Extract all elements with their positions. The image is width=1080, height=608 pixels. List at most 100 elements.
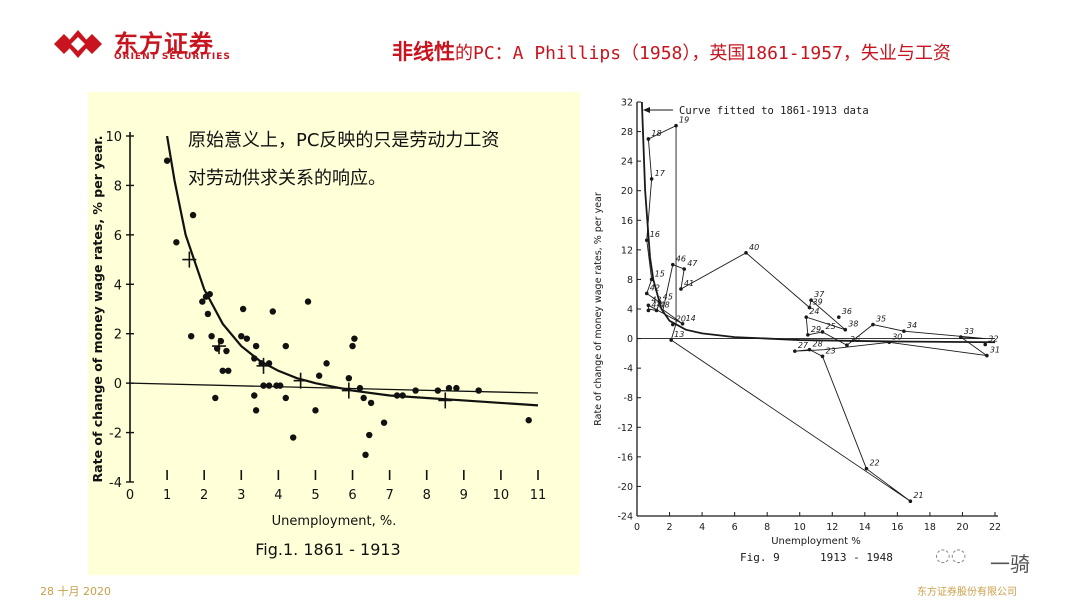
fig9-year-label: 16 xyxy=(650,230,660,239)
fig1-data-point xyxy=(399,392,406,399)
fig9-year-point xyxy=(902,329,906,333)
fig9-x-tick-label: 18 xyxy=(924,522,936,533)
fig9-year-label: 26 xyxy=(850,335,860,344)
fig9-year-point xyxy=(744,251,748,255)
fig9-year-label: 27 xyxy=(798,341,809,350)
fig9-y-tick-label: 24 xyxy=(621,157,633,168)
fig1-data-point xyxy=(356,384,364,392)
fig1-zero-line xyxy=(129,382,539,394)
fig9-year-label: 34 xyxy=(907,321,917,330)
fig9-year-point xyxy=(843,327,848,332)
fig9-year-point xyxy=(679,287,683,291)
fig9-year-label: 45 xyxy=(663,292,673,301)
fig1-data-point xyxy=(265,382,273,389)
fig9-year-point xyxy=(887,340,892,345)
brand-name-cn: 东方证券 xyxy=(114,30,214,58)
fig1-y-tick-label: 4 xyxy=(114,278,122,293)
fig9-year-point xyxy=(959,335,963,339)
fig9-year-label: 37 xyxy=(814,290,825,299)
fig1-average-cross xyxy=(256,357,271,374)
fig1-data-point xyxy=(453,384,460,392)
fig1-x-tick-label: 10 xyxy=(493,488,510,503)
fig9-caption-label: Fig. 9 xyxy=(740,551,780,564)
fig1-data-point xyxy=(173,239,180,246)
fig1-data-point xyxy=(265,360,273,367)
fig1-data-point xyxy=(345,375,353,382)
fig1-data-point xyxy=(366,431,373,439)
fig1-data-point xyxy=(225,367,232,374)
fig1-data-point xyxy=(189,211,197,219)
fig9-year-point xyxy=(669,338,673,342)
fig1-average-cross xyxy=(212,338,227,355)
fig1-data-point xyxy=(434,387,442,394)
fig9-caption-years: 1913 - 1948 xyxy=(820,551,893,564)
fig9-year-point xyxy=(671,262,675,267)
fig1-data-point xyxy=(204,310,212,318)
fig9-y-tick-label: 16 xyxy=(621,216,633,227)
fig1-average-cross xyxy=(438,392,453,409)
fig9-year-point xyxy=(820,330,825,334)
fig9-year-point xyxy=(804,315,809,319)
fig9-year-point xyxy=(908,499,913,504)
fig1-x-tick-label: 2 xyxy=(200,488,208,503)
fig1-y-axis-label: Rate of change of money wage rates, % pe… xyxy=(90,136,105,483)
fig9-year-point xyxy=(682,267,686,271)
brand-name-en: ORIENT SECURITIES xyxy=(114,52,231,62)
fig1-y-tick-label: 0 xyxy=(114,377,122,392)
fig9-legend-arrow-head xyxy=(643,107,650,113)
fig9-year-point xyxy=(820,354,825,359)
fig1-annotation-line: 对劳动供求关系的响应。 xyxy=(188,168,386,189)
fig9-y-tick-label: -20 xyxy=(617,482,633,493)
fig9-year-point xyxy=(649,277,654,282)
fig1-y-tick-label: 2 xyxy=(114,328,122,343)
fig9-year-label: 33 xyxy=(964,327,974,336)
fig1-annotation-line: 原始意义上，PC反映的只是劳动力工资 xyxy=(188,130,499,151)
fig1-x-axis-label: Unemployment, %. xyxy=(272,514,397,529)
fig1-x-tick-label: 1 xyxy=(163,488,171,503)
fig1-data-point xyxy=(312,407,319,414)
fig9-y-tick-label: 28 xyxy=(621,127,633,138)
fig9-x-tick-label: 16 xyxy=(891,522,903,533)
fig9-year-label: 24 xyxy=(809,307,819,316)
fig1-x-tick-label: 8 xyxy=(423,488,431,503)
fig1-data-point xyxy=(260,382,267,389)
fig1-scan-panel: -4 -2 0 2 4 6 8 10 0 1 2 3 4 5 6 7 8 9 10 11 Rate of change … xyxy=(88,92,580,575)
fig9-year-label: 15 xyxy=(655,269,665,278)
fig9-x-tick-label: 4 xyxy=(699,522,705,533)
fig9-year-point xyxy=(807,305,812,310)
fig1-y-tick-label: 8 xyxy=(114,179,122,194)
fig1-x-tick-label: 0 xyxy=(126,488,134,503)
fig1-x-tick-label: 7 xyxy=(385,488,393,503)
fig1-data-point xyxy=(360,394,367,402)
fig1-data-point xyxy=(445,384,453,392)
fig1-data-point xyxy=(188,332,195,340)
fig9-year-label: 35 xyxy=(876,315,886,324)
fig9-year-point xyxy=(845,343,849,348)
fig1-data-point xyxy=(315,372,323,379)
fig1-data-point xyxy=(269,308,276,315)
fig9-year-label: 28 xyxy=(812,340,822,349)
fig9-y-tick-label: -4 xyxy=(624,364,633,375)
fig1-data-point xyxy=(290,434,297,441)
fig9-year-point xyxy=(806,333,810,337)
fig9-y-tick-label: -24 xyxy=(617,512,633,523)
fig9-year-point xyxy=(807,347,812,352)
fig9-year-label: 38 xyxy=(848,320,858,329)
fig9-year-label: 25 xyxy=(826,322,836,331)
fig9-fitted-curve xyxy=(640,101,996,344)
fig9-year-label: 44 xyxy=(651,300,661,309)
fig9-y-tick-label: 0 xyxy=(627,334,633,345)
fig9-year-label: 22 xyxy=(869,459,879,468)
fig9-x-tick-label: 22 xyxy=(989,522,1001,533)
fig1-data-point xyxy=(349,342,356,350)
watermark-name: 一骑 xyxy=(990,552,1030,576)
fig1-data-point xyxy=(223,347,230,355)
fig1-data-point xyxy=(252,342,260,350)
fig1-data-point xyxy=(393,392,401,399)
fig9-year-point xyxy=(657,300,662,305)
fig1-data-point xyxy=(380,419,388,426)
fig9-y-tick-label: 8 xyxy=(627,275,633,286)
fig9-year-point xyxy=(671,322,675,327)
fig1-data-point xyxy=(163,157,171,164)
fig1-data-point xyxy=(252,407,260,414)
